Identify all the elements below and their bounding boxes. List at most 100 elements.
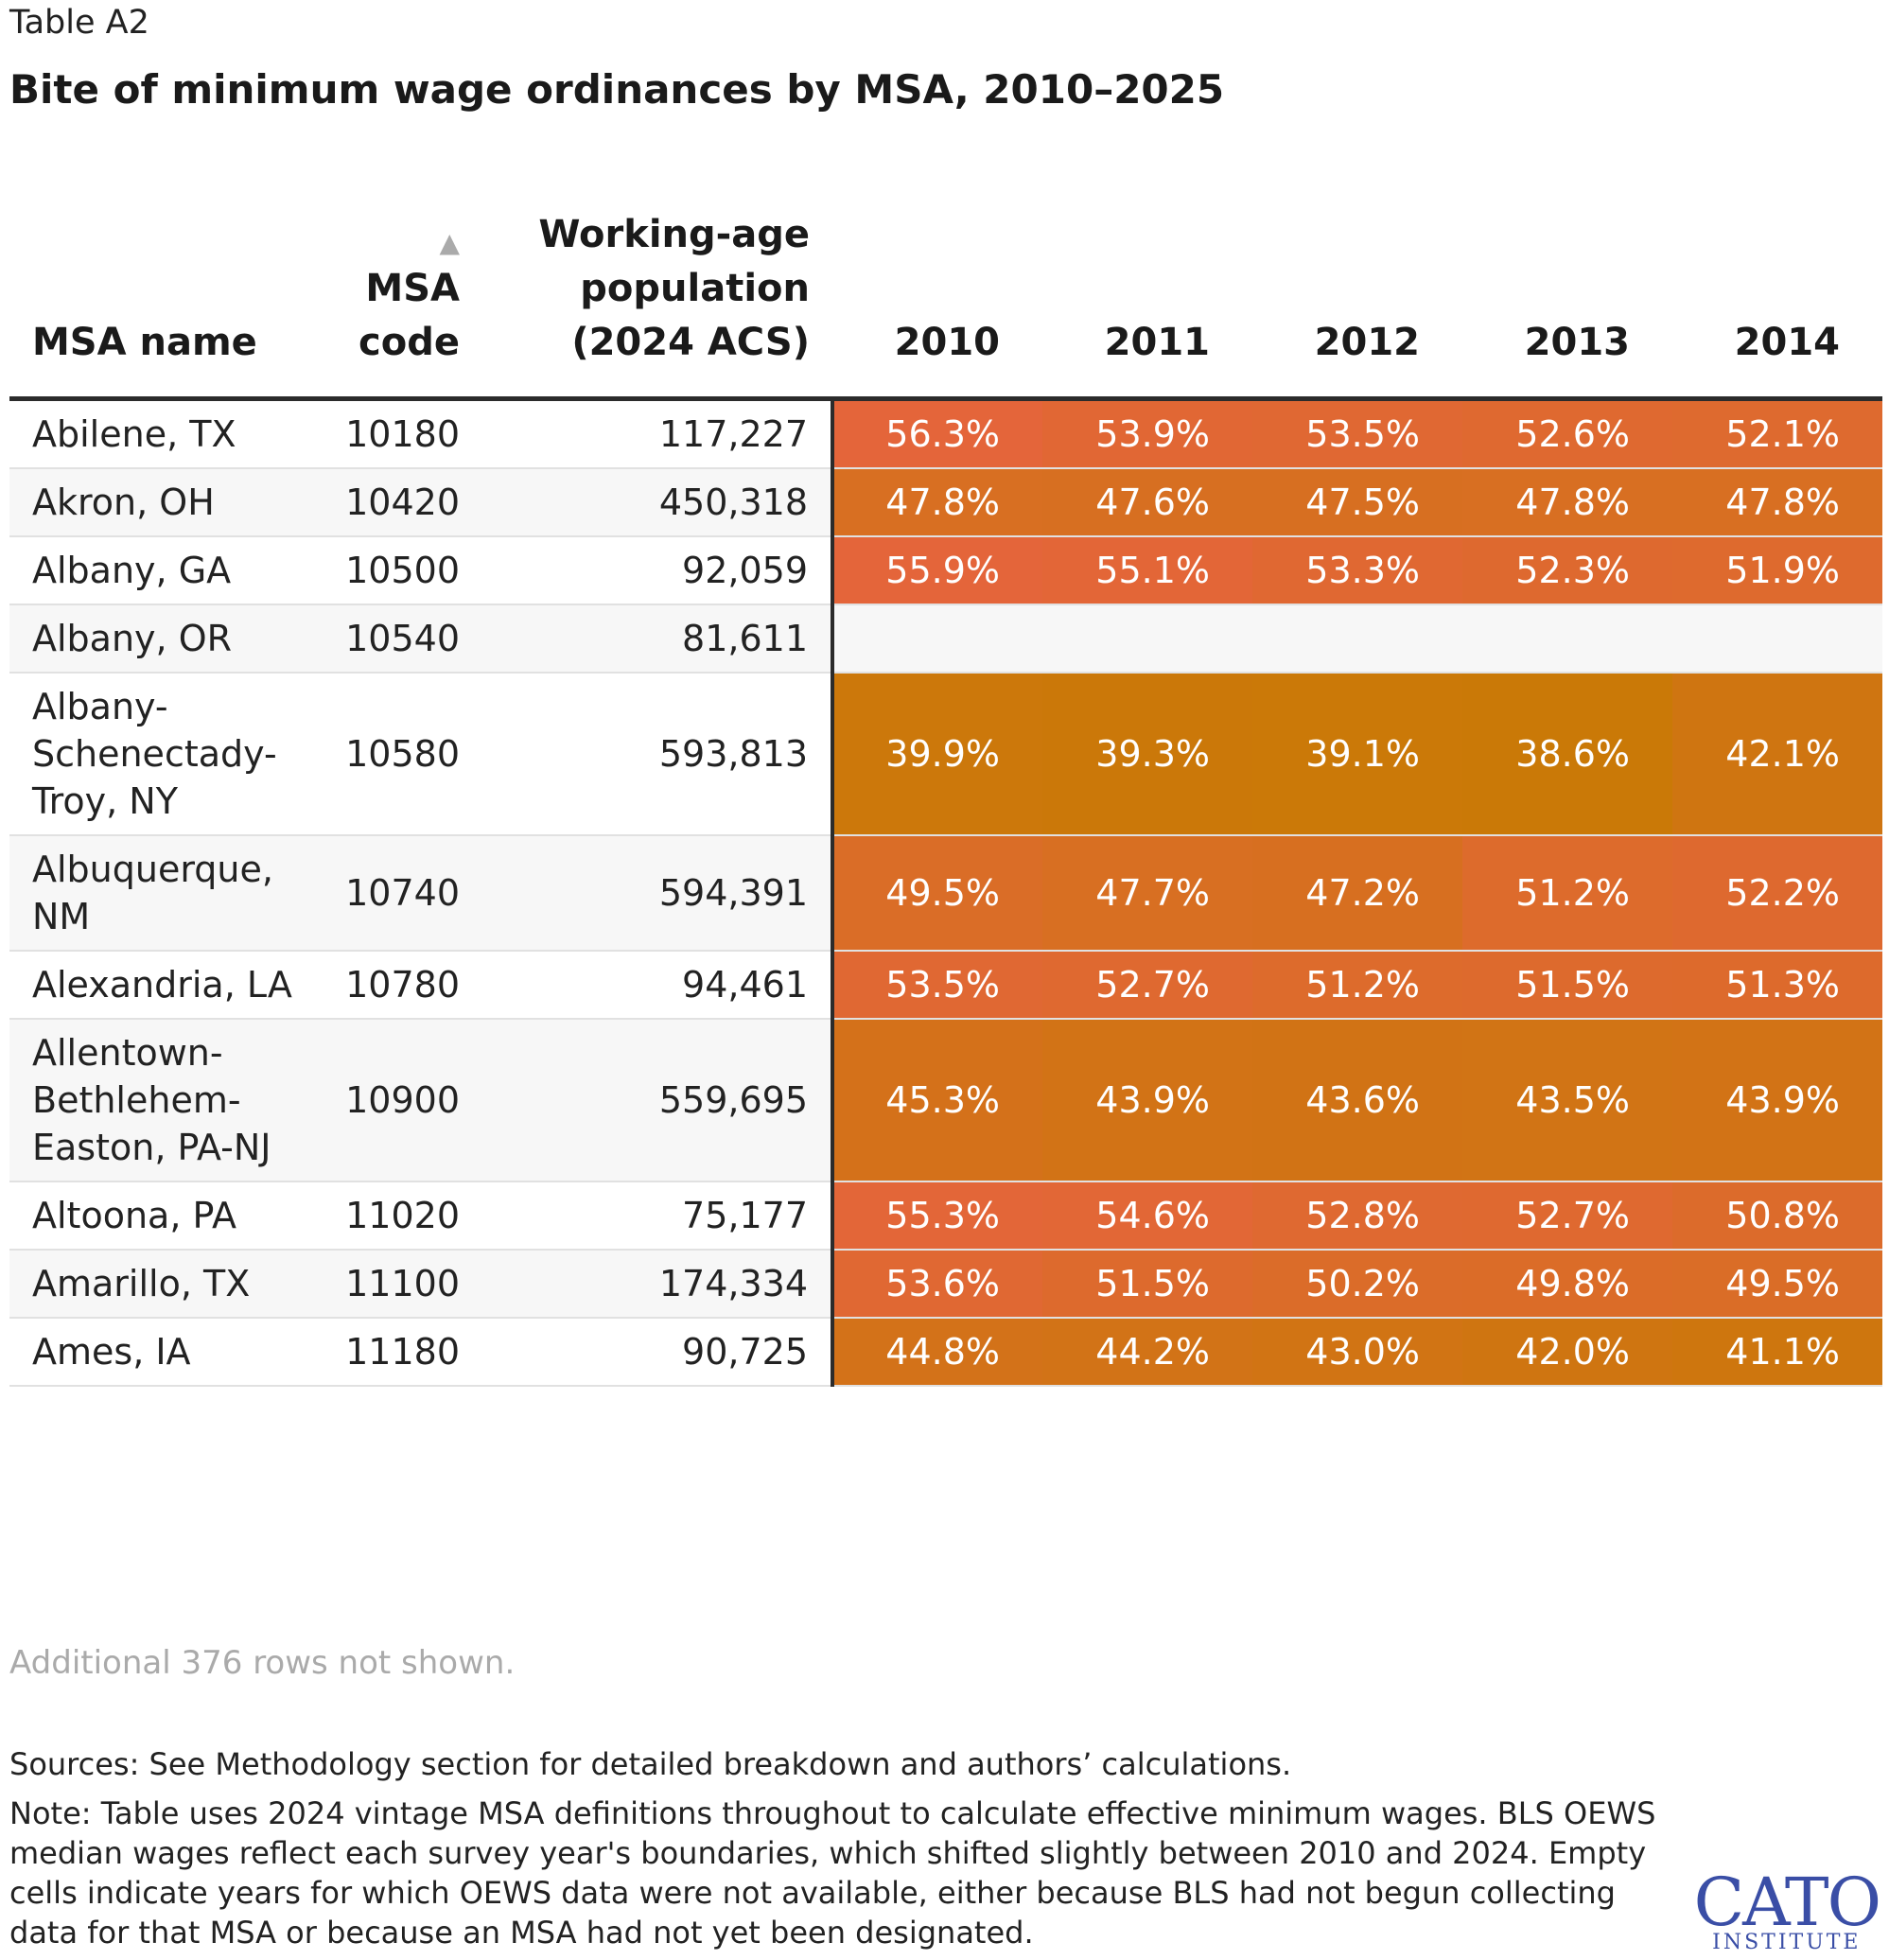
bite-value-cell: 51.3% (1672, 951, 1882, 1019)
bite-value-cell: 55.3% (831, 1181, 1042, 1250)
msa-code-cell: 11180 (345, 1331, 460, 1373)
pop-header-line1: Working-age (538, 213, 810, 256)
msa-name-cell: Amarillo, TX (9, 1250, 322, 1318)
msa-name-cell: Albany, GA (32, 550, 232, 591)
methodology-note: Note: Table uses 2024 vintage MSA defini… (9, 1795, 1656, 1951)
population-cell: 174,334 (482, 1250, 832, 1318)
column-header-population[interactable]: Working-age population (2024 ACS) (482, 208, 832, 399)
msa-name-cell: Allentown-Bethlehem-Easton, PA-NJ (9, 1019, 322, 1181)
table-row: Albany, GA 10500 92,059 55.9% 55.1% 53.3% 52.3… (9, 536, 1882, 604)
code-header-line1: MSA (365, 267, 460, 310)
bite-value-cell: 47.5% (1252, 468, 1462, 536)
bite-value-cell (1252, 604, 1462, 673)
column-header-year[interactable]: 2014 (1734, 321, 1840, 364)
data-table: MSA name ▲ MSA code Working-age populati… (9, 208, 1882, 1387)
msa-name-cell: Albany-Schenectady-Troy, NY (32, 686, 277, 822)
bite-value-cell: 47.8% (1462, 468, 1672, 536)
bite-value-cell: 52.2% (1672, 835, 1882, 951)
bite-value-cell: 39.3% (1042, 673, 1252, 835)
bite-value-cell: 47.8% (1672, 468, 1882, 536)
cato-logo: CATO INSTITUTE (1693, 1864, 1881, 1954)
column-header-year[interactable]: 2010 (894, 321, 1000, 364)
bite-value-cell: 44.2% (1042, 1318, 1252, 1386)
pop-header-line2: population (580, 267, 810, 310)
msa-name-cell: Abilene, TX (32, 413, 236, 455)
header-row: MSA name ▲ MSA code Working-age populati… (9, 208, 1882, 399)
bite-value-cell: 53.6% (831, 1250, 1042, 1318)
msa-name-cell: Albuquerque, NM (9, 835, 322, 951)
logo-subtitle: INSTITUTE (1712, 1931, 1862, 1954)
column-header-msa-code[interactable]: ▲ MSA code (322, 208, 482, 399)
bite-value-cell: 51.2% (1462, 835, 1672, 951)
msa-code-cell: 10180 (345, 413, 460, 455)
table-row: Ames, IA 11180 90,725 44.8% 44.2% 43.0% 42.0% 4… (9, 1318, 1882, 1386)
population-cell: 450,318 (482, 468, 832, 536)
sources-note: Sources: See Methodology section for det… (9, 1746, 1292, 1782)
population-cell: 94,461 (682, 964, 808, 1006)
msa-code-cell: 11020 (345, 1195, 460, 1236)
table-row: Amarillo, TX 11100 174,334 53.6% 51.5% 50.2% 4… (9, 1250, 1882, 1318)
code-header-line2: code (359, 321, 460, 364)
table-row: Allentown-Bethlehem-Easton, PA-NJ 10900 55… (9, 1019, 1882, 1181)
population-cell: 117,227 (658, 413, 808, 455)
bite-value-cell: 53.5% (1252, 398, 1462, 468)
column-header-msa-name[interactable]: MSA name (32, 321, 257, 364)
bite-value-cell: 52.1% (1672, 398, 1882, 468)
msa-code-cell: 10900 (322, 1019, 482, 1181)
bite-value-cell (831, 604, 1042, 673)
population-cell: 593,813 (658, 733, 808, 775)
msa-name-cell: Akron, OH (9, 468, 322, 536)
more-rows-note: Additional 376 rows not shown. (9, 1644, 516, 1682)
msa-code-cell: 10540 (322, 604, 482, 673)
bite-value-cell: 41.1% (1672, 1318, 1882, 1386)
bite-value-cell: 52.7% (1042, 951, 1252, 1019)
column-header-year[interactable]: 2013 (1524, 321, 1630, 364)
bite-value-cell: 47.8% (831, 468, 1042, 536)
column-header-year[interactable]: 2012 (1314, 321, 1420, 364)
bite-value-cell: 39.1% (1252, 673, 1462, 835)
bite-value-cell: 49.5% (831, 835, 1042, 951)
bite-value-cell: 43.9% (1042, 1019, 1252, 1181)
bite-value-cell: 52.3% (1462, 536, 1672, 604)
logo-wordmark: CATO (1693, 1864, 1881, 1941)
bite-value-cell: 43.0% (1252, 1318, 1462, 1386)
msa-code-cell: 10500 (345, 550, 460, 591)
bite-value-cell: 54.6% (1042, 1181, 1252, 1250)
sort-ascending-icon[interactable]: ▲ (439, 227, 460, 258)
population-cell: 594,391 (482, 835, 832, 951)
bite-value-cell: 52.8% (1252, 1181, 1462, 1250)
table-row: Abilene, TX 10180 117,227 56.3% 53.9% 53.5% 52… (9, 398, 1882, 468)
bite-value-cell: 56.3% (831, 398, 1042, 468)
column-header-year[interactable]: 2011 (1104, 321, 1210, 364)
bite-value-cell: 45.3% (831, 1019, 1042, 1181)
bite-value-cell: 44.8% (831, 1318, 1042, 1386)
bite-value-cell: 43.6% (1252, 1019, 1462, 1181)
bite-value-cell: 47.6% (1042, 468, 1252, 536)
population-cell: 92,059 (682, 550, 808, 591)
bite-value-cell: 49.8% (1462, 1250, 1672, 1318)
bite-value-cell: 51.2% (1252, 951, 1462, 1019)
bite-value-cell: 50.8% (1672, 1181, 1882, 1250)
bite-value-cell: 43.5% (1462, 1019, 1672, 1181)
table-row: Albuquerque, NM 10740 594,391 49.5% 47.7% 47.… (9, 835, 1882, 951)
bite-value-cell (1672, 604, 1882, 673)
table-row: Akron, OH 10420 450,318 47.8% 47.6% 47.5% 47.8… (9, 468, 1882, 536)
bite-value-cell: 53.3% (1252, 536, 1462, 604)
population-cell: 90,725 (682, 1331, 808, 1373)
table-row: Alexandria, LA 10780 94,461 53.5% 52.7% 51.2%… (9, 951, 1882, 1019)
table-label: Table A2 (9, 4, 149, 42)
msa-code-cell: 10780 (345, 964, 460, 1006)
bite-value-cell: 51.5% (1042, 1250, 1252, 1318)
table-row: Albany, OR 10540 81,611 (9, 604, 1882, 673)
bite-value-cell: 47.7% (1042, 835, 1252, 951)
table-title: Bite of minimum wage ordinances by MSA, … (9, 66, 1225, 113)
msa-name-cell: Albany, OR (9, 604, 322, 673)
bite-value-cell (1462, 604, 1672, 673)
bite-value-cell: 39.9% (831, 673, 1042, 835)
bite-value-cell: 53.5% (831, 951, 1042, 1019)
population-cell: 559,695 (482, 1019, 832, 1181)
msa-code-cell: 10740 (322, 835, 482, 951)
msa-name-cell: Alexandria, LA (32, 964, 292, 1006)
bite-value-cell: 42.0% (1462, 1318, 1672, 1386)
bite-value-cell: 49.5% (1672, 1250, 1882, 1318)
